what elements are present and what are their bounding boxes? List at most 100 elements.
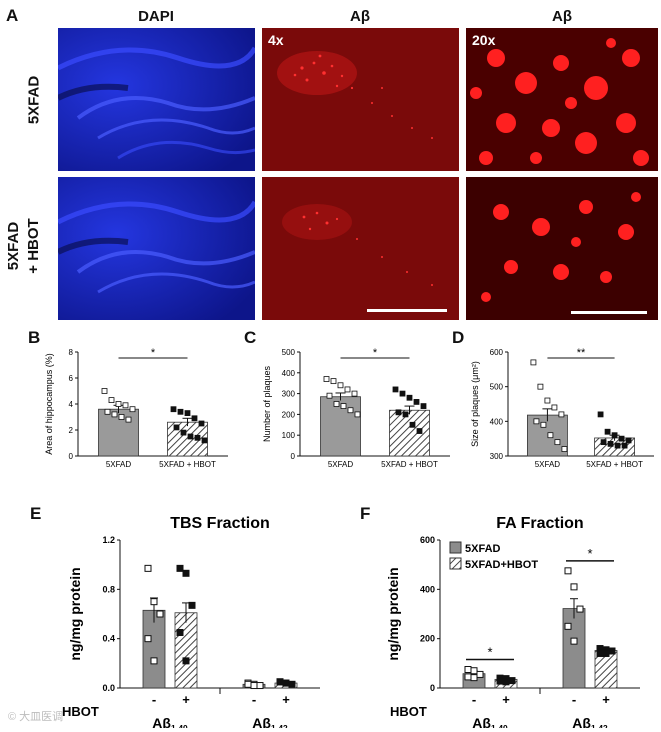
significance-mark-b: * [151, 347, 156, 359]
data-point-c-1-1 [399, 390, 406, 397]
data-point-c-0-2 [337, 382, 344, 389]
data-point-c-0-4 [351, 390, 358, 397]
group-label-f-1: Aβ1-42 [572, 715, 608, 728]
hbot-sign-e-1: + [182, 692, 190, 707]
data-point-e-0-2 [156, 610, 164, 618]
y-axis-label-c: Number of plaques [262, 365, 272, 442]
x-tick-label-b-0: 5XFAD [106, 460, 132, 469]
magnification-label-20x: 20x [472, 32, 496, 48]
y-tick-label-b-3: 6 [69, 374, 74, 383]
y-tick-label-d-2: 500 [490, 383, 504, 392]
data-point-e-3-3 [276, 678, 284, 686]
x-tick-label-c-1: 5XFAD + HBOT [381, 460, 438, 469]
data-point-b-1-9 [201, 437, 208, 444]
data-point-d-1-2 [611, 432, 618, 439]
y-tick-label-c-2: 200 [282, 410, 296, 419]
data-point-e-1-3 [176, 629, 184, 636]
data-point-f-1-2 [508, 677, 516, 685]
hbot-sign-f-1: + [502, 692, 510, 707]
data-point-f-1-3 [496, 677, 504, 685]
data-point-e-1-2 [188, 601, 196, 609]
bar-c-1 [389, 409, 430, 457]
data-point-c-0-0 [323, 376, 330, 382]
data-point-d-0-9 [561, 446, 568, 452]
significance-mark-d: ** [577, 347, 586, 359]
y-axis-label-e: ng/mg protein [67, 567, 83, 660]
data-point-f-0-4 [470, 674, 478, 682]
chart-title-e: TBS Fraction [170, 515, 270, 532]
y-tick-label-d-3: 600 [490, 348, 504, 357]
data-point-e-2-3 [244, 680, 252, 688]
data-point-b-0-4 [129, 406, 136, 413]
y-tick-label-c-4: 400 [282, 369, 296, 378]
data-point-b-1-3 [191, 415, 198, 422]
data-point-e-1-4 [182, 657, 190, 665]
chart-c: Number of plaques 0 100 200 300 400 500 5XFAD 5X… [262, 347, 450, 469]
dapi-image-5xfad-hbot [58, 177, 255, 320]
data-point-f-3-3 [596, 649, 604, 657]
data-point-e-2-2 [256, 682, 264, 690]
data-point-b-1-8 [194, 434, 201, 441]
data-point-c-1-6 [402, 411, 409, 418]
data-point-c-0-1 [330, 378, 337, 385]
data-point-b-0-2 [115, 401, 122, 407]
bar-f-2 [562, 608, 586, 689]
data-point-d-0-5 [533, 418, 540, 425]
scale-bar-4x [367, 309, 447, 312]
column-title-abeta-4x: Aβ [350, 8, 370, 25]
data-point-b-0-6 [111, 411, 118, 418]
data-point-e-3-4 [282, 679, 290, 687]
data-point-c-0-6 [333, 401, 340, 407]
data-point-d-1-5 [600, 439, 607, 446]
data-point-d-0-3 [551, 404, 558, 411]
data-point-e-1-1 [182, 569, 190, 577]
y-tick-label-f-3: 600 [420, 535, 435, 545]
y-tick-label-f-1: 200 [420, 634, 435, 644]
data-point-b-0-8 [125, 416, 132, 423]
data-point-f-0-0 [464, 666, 472, 673]
data-point-d-1-3 [618, 435, 625, 442]
data-point-e-3-2 [288, 680, 296, 688]
magnification-label-4x: 4x [268, 32, 284, 48]
panel-label-f: F [360, 504, 371, 523]
data-point-b-0-0 [101, 388, 108, 394]
data-point-f-2-1 [570, 583, 578, 591]
data-point-c-1-3 [413, 399, 420, 405]
data-point-b-1-1 [177, 408, 184, 415]
data-point-b-0-7 [118, 414, 125, 420]
group-label-f-0: Aβ1-40 [472, 715, 508, 728]
hbot-sign-e-2: - [252, 692, 256, 707]
data-point-c-0-5 [326, 392, 333, 399]
x-tick-label-c-0: 5XFAD [328, 460, 354, 469]
bar-b-0 [98, 408, 139, 457]
scale-bar-20x [571, 311, 647, 314]
data-point-c-0-8 [347, 407, 354, 414]
data-point-d-0-8 [554, 439, 561, 446]
y-tick-label-e-3: 1.2 [102, 535, 115, 545]
hbot-sign-f-0: - [472, 692, 476, 707]
data-point-d-0-7 [547, 432, 554, 439]
data-point-f-0-2 [476, 670, 484, 678]
y-tick-label-b-0: 0 [69, 452, 74, 461]
data-point-d-0-4 [558, 411, 565, 418]
x-tick-label-b-1: 5XFAD + HBOT [159, 460, 216, 469]
legend-swatch-f-1 [449, 557, 462, 570]
y-tick-label-e-2: 0.8 [102, 584, 115, 594]
data-point-c-0-3 [344, 386, 351, 393]
column-title-abeta-20x: Aβ [552, 8, 572, 25]
y-tick-label-d-0: 300 [490, 452, 504, 461]
data-point-d-1-0 [597, 411, 604, 418]
data-point-c-1-0 [392, 386, 399, 393]
hbot-label-f: HBOT [390, 704, 427, 719]
data-point-c-1-7 [409, 421, 416, 428]
data-point-c-1-4 [420, 403, 427, 409]
y-tick-label-f-2: 400 [420, 584, 435, 594]
data-point-c-0-9 [354, 411, 361, 418]
chart-title-f: FA Fraction [496, 515, 583, 532]
panel-label-d: D [452, 328, 465, 347]
data-point-b-1-7 [187, 433, 194, 440]
hbot-sign-e-3: + [282, 692, 290, 707]
data-point-f-3-2 [608, 647, 616, 655]
hbot-sign-f-2: - [572, 692, 576, 707]
y-tick-label-b-4: 8 [69, 348, 74, 357]
